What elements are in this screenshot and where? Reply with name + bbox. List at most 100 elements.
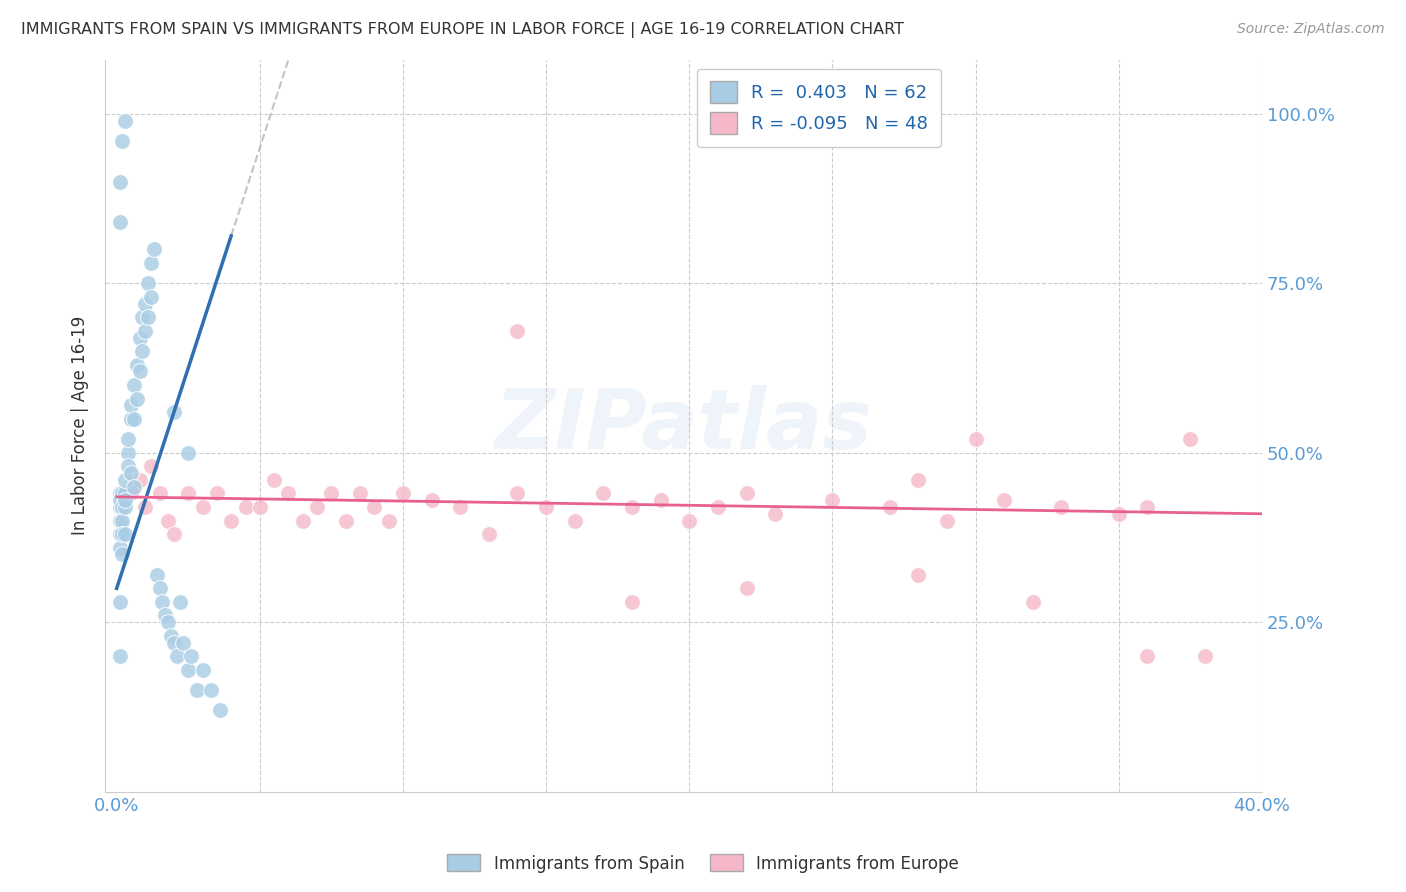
Point [200,683,222,698]
Point [111,486,134,500]
Point [149,486,172,500]
Point [108,541,131,555]
Point [449,500,471,514]
Point [145,567,167,582]
Point [108,595,131,609]
Point [205,486,228,500]
Point [111,514,134,528]
Point [108,649,131,664]
Point [1136,500,1159,514]
Point [163,635,186,649]
Point [191,500,214,514]
Point [108,486,131,500]
Point [377,514,399,528]
Point [117,432,139,446]
Text: ZIPatlas: ZIPatlas [495,385,873,467]
Point [117,446,139,460]
Point [249,500,271,514]
Point [1108,507,1130,521]
Point [155,608,177,623]
Point [235,500,257,514]
Point [131,344,153,359]
Point [1180,432,1202,446]
Point [128,364,150,378]
Point [128,330,150,344]
Point [763,507,786,521]
Point [108,527,131,541]
Point [125,392,148,406]
Point [131,310,153,325]
Point [936,514,959,528]
Point [506,324,529,338]
Point [307,500,329,514]
Point [177,663,200,677]
Point [169,595,191,609]
Point [157,615,180,630]
Point [111,134,134,148]
Point [277,486,299,500]
Point [291,514,314,528]
Point [163,405,186,419]
Point [907,567,929,582]
Point [678,514,700,528]
Point [478,527,501,541]
Point [139,290,162,304]
Point [128,473,150,487]
Point [177,486,200,500]
Point [152,595,174,609]
Point [108,175,131,189]
Point [114,500,136,514]
Point [534,500,557,514]
Point [122,480,145,494]
Point [208,703,231,717]
Point [993,493,1015,508]
Point [114,486,136,500]
Point [120,398,142,412]
Text: Source: ZipAtlas.com: Source: ZipAtlas.com [1237,22,1385,37]
Point [122,412,145,426]
Point [621,595,644,609]
Text: IMMIGRANTS FROM SPAIN VS IMMIGRANTS FROM EUROPE IN LABOR FORCE | AGE 16-19 CORRE: IMMIGRANTS FROM SPAIN VS IMMIGRANTS FROM… [21,22,904,38]
Point [172,635,194,649]
Point [111,500,134,514]
Point [1136,649,1159,664]
Point [108,514,131,528]
Point [108,500,131,514]
Point [263,473,285,487]
Point [506,486,529,500]
Point [114,473,136,487]
Point [965,432,987,446]
Point [142,243,165,257]
Point [321,486,343,500]
Point [879,500,901,514]
Point [114,493,136,508]
Y-axis label: In Labor Force | Age 16-19: In Labor Force | Age 16-19 [72,316,89,535]
Point [363,500,385,514]
Point [564,514,586,528]
Point [650,493,672,508]
Point [1194,649,1216,664]
Point [114,113,136,128]
Point [114,527,136,541]
Point [180,649,202,664]
Point [177,446,200,460]
Point [120,466,142,480]
Point [149,582,172,596]
Point [907,473,929,487]
Point [136,277,159,291]
Point [136,310,159,325]
Point [1050,500,1073,514]
Point [621,500,644,514]
Point [157,514,180,528]
Point [592,486,614,500]
Legend: R =  0.403   N = 62, R = -0.095   N = 48: R = 0.403 N = 62, R = -0.095 N = 48 [697,69,941,147]
Point [735,582,758,596]
Point [420,493,443,508]
Legend: Immigrants from Spain, Immigrants from Europe: Immigrants from Spain, Immigrants from E… [440,847,966,880]
Point [134,500,156,514]
Point [125,358,148,372]
Point [186,683,208,698]
Point [134,296,156,310]
Point [108,493,131,508]
Point [335,514,357,528]
